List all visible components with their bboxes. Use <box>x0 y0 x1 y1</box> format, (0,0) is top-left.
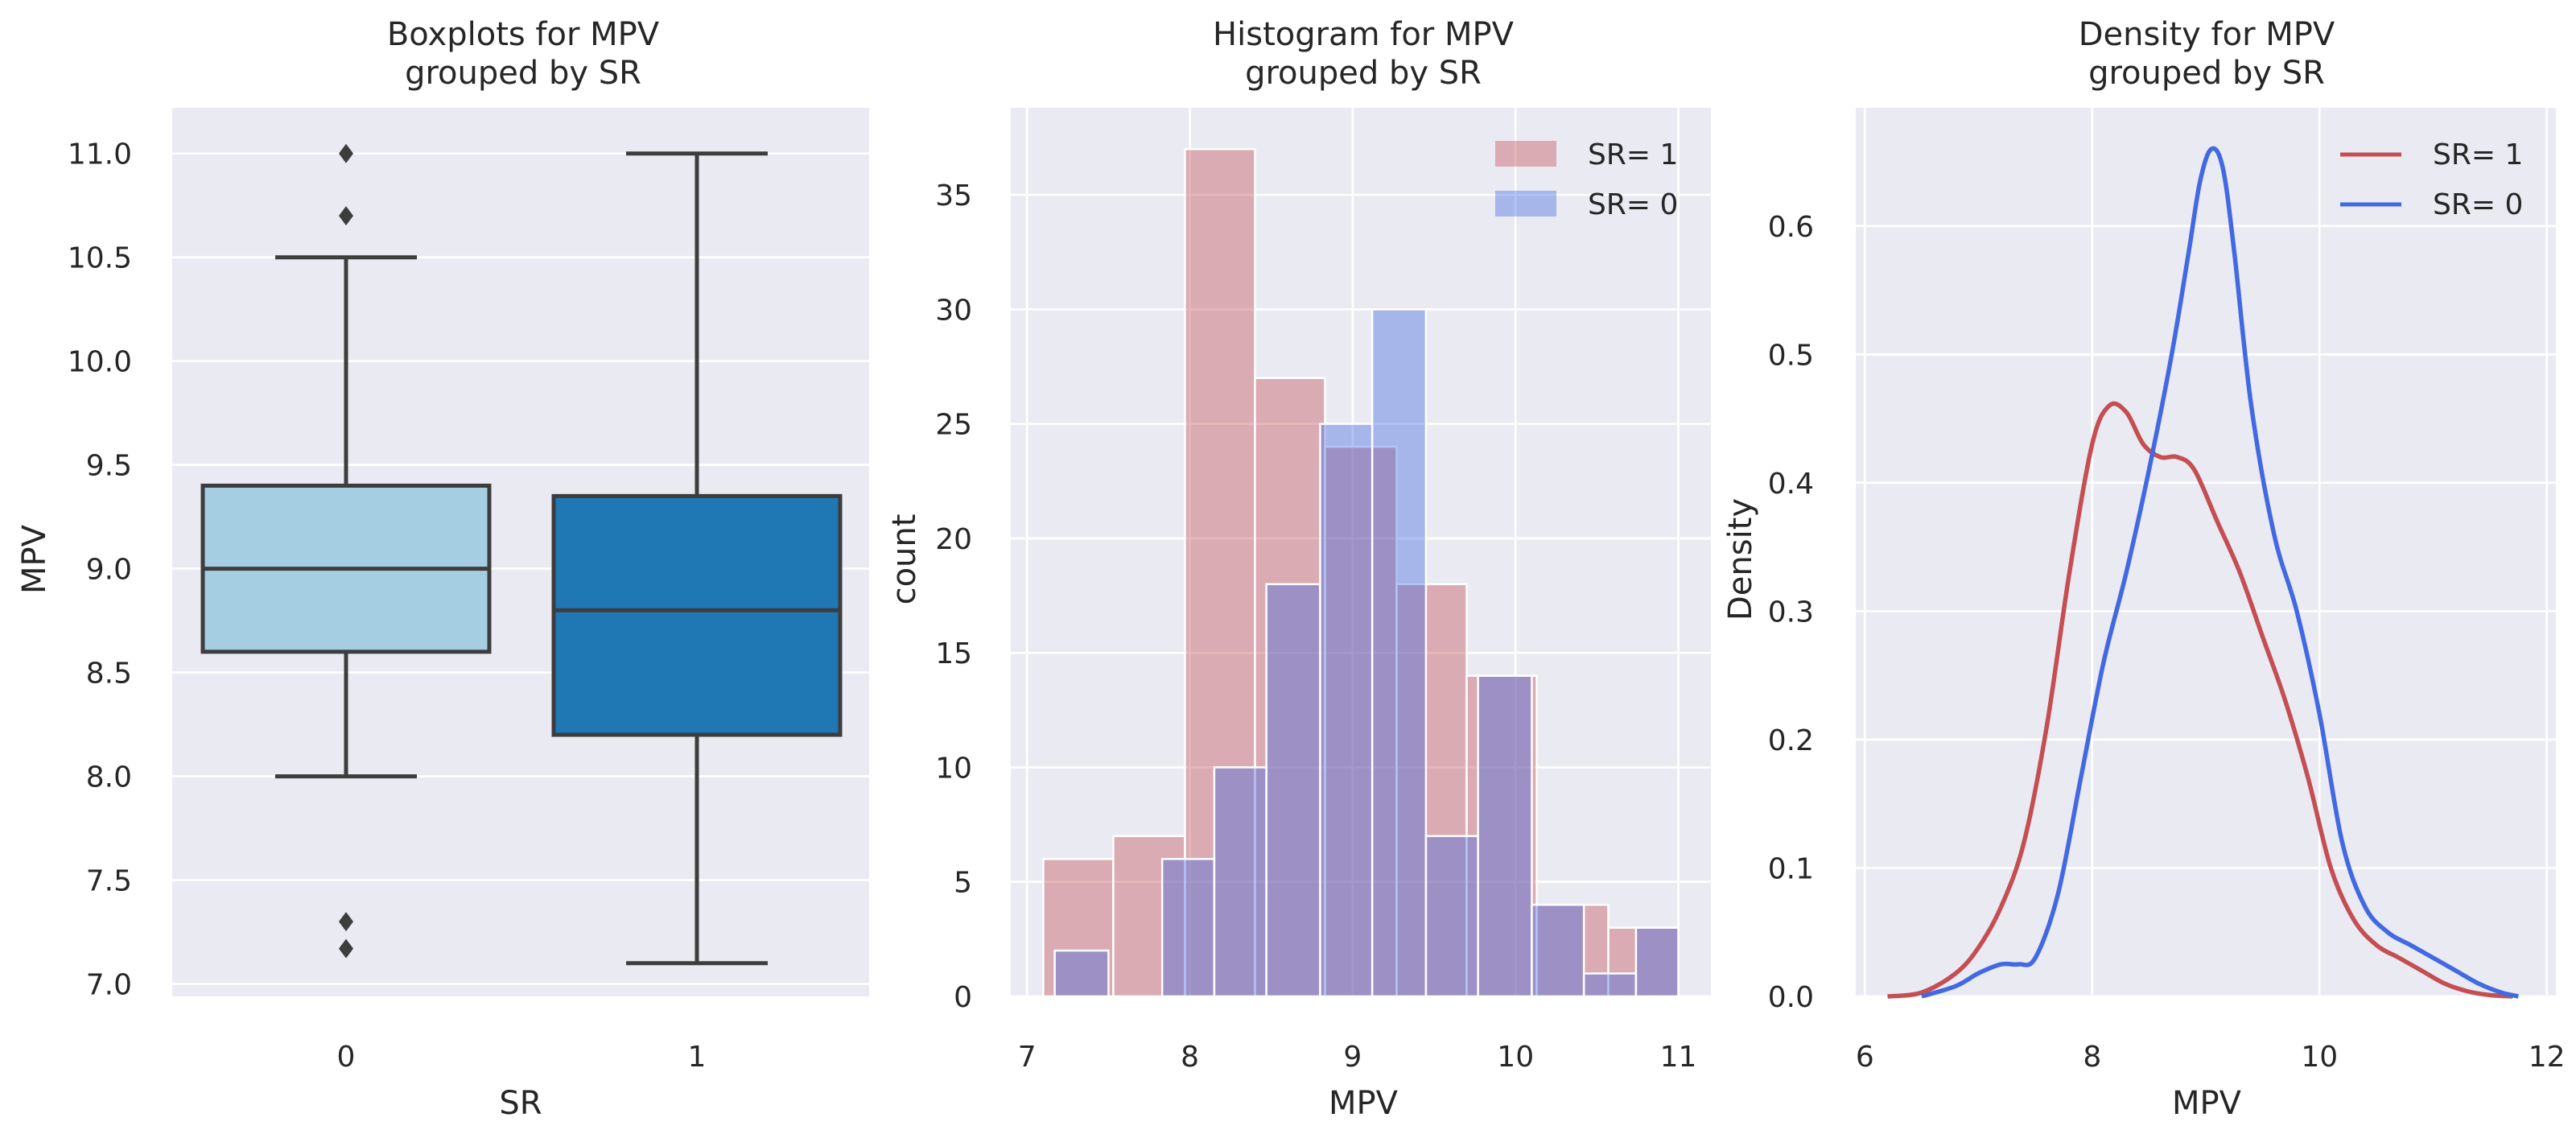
boxplot-panel: Boxplots for MPV grouped by SR 7.0 7.5 8.0… <box>16 16 869 1122</box>
density-y-tick: 0.0 <box>1768 981 1814 1014</box>
density-legend-label-sr1: SR= 1 <box>2433 138 2523 171</box>
histogram-bar-sr0 <box>1265 583 1321 998</box>
histogram-bar-sr0 <box>1319 423 1374 998</box>
density-tick-labels: 0.0 0.1 0.2 0.3 0.4 0.5 0.6 6 8 10 12 <box>1768 211 2566 1074</box>
histogram-tick-labels: 0 5 10 15 20 25 30 35 7 8 9 10 11 <box>935 179 1696 1074</box>
density-y-tick: 0.3 <box>1768 596 1814 629</box>
boxplot-y-tick: 10.5 <box>68 242 132 275</box>
box-iqr-rect <box>551 493 843 737</box>
boxplot-y-tick: 8.0 <box>86 761 132 794</box>
histogram-bar-sr1 <box>1184 147 1256 998</box>
histogram-y-tick: 15 <box>935 637 972 670</box>
histogram-title-line2: grouped by SR <box>1245 55 1482 92</box>
boxplot-y-tick-labels: 7.0 7.5 8.0 8.5 9.0 9.5 10.0 10.5 11.0 <box>68 138 132 1002</box>
boxplot-boxes <box>200 143 843 966</box>
density-line-sr0 <box>1921 146 2519 999</box>
histogram-plot-area <box>1011 108 1711 996</box>
histogram-x-tick: 11 <box>1660 1041 1697 1074</box>
density-title-line1: Density for MPV <box>2079 16 2335 53</box>
density-title-line2: grouped by SR <box>2088 55 2325 92</box>
legend-label-sr0: SR= 0 <box>1588 188 1678 221</box>
histogram-y-tick: 30 <box>935 294 972 327</box>
histogram-bars <box>1042 147 1680 998</box>
boxplot-x-tick-0: 0 <box>337 1041 356 1074</box>
boxplot-x-tick-1: 1 <box>688 1041 707 1074</box>
boxplot-y-tick: 10.0 <box>68 346 132 379</box>
density-legend-label-sr0: SR= 0 <box>2433 188 2523 221</box>
histogram-y-tick: 10 <box>935 752 972 785</box>
boxplot-y-tick: 7.0 <box>86 969 132 1002</box>
histogram-title-line1: Histogram for MPV <box>1213 16 1515 53</box>
box-outlier-point <box>339 938 353 959</box>
histogram-y-axis-label: count <box>886 514 923 605</box>
boxplot-y-tick: 8.5 <box>86 658 132 691</box>
density-legend: SR= 1 SR= 0 <box>2340 138 2523 221</box>
boxplot-title-line1: Boxplots for MPV <box>387 16 660 53</box>
histogram-bar-sr0 <box>1160 858 1216 998</box>
density-x-tick: 6 <box>1856 1041 1874 1074</box>
histogram-x-tick: 7 <box>1018 1041 1037 1074</box>
density-y-tick: 0.2 <box>1768 724 1814 757</box>
density-x-tick: 8 <box>2083 1041 2101 1074</box>
histogram-legend: SR= 1 SR= 0 <box>1495 138 1678 221</box>
density-gridlines <box>1856 108 2556 998</box>
boxplot-x-axis-label: SR <box>499 1085 542 1122</box>
histogram-bar-sr0 <box>1582 972 1638 998</box>
density-y-axis-label: Density <box>1722 498 1759 621</box>
histogram-bar-sr1 <box>1607 926 1680 998</box>
histogram-y-tick: 0 <box>954 981 972 1014</box>
boxplot-y-tick: 7.5 <box>86 865 132 898</box>
histogram-x-tick: 8 <box>1181 1041 1199 1074</box>
histogram-x-tick: 9 <box>1343 1041 1362 1074</box>
density-plot-area <box>1856 108 2556 996</box>
density-y-tick: 0.5 <box>1768 339 1814 372</box>
boxplot-y-tick: 9.5 <box>86 450 132 483</box>
histogram-bar-sr1 <box>1324 445 1398 998</box>
histogram-bar-sr0 <box>1634 926 1680 998</box>
histogram-bar-sr0 <box>1424 835 1479 998</box>
histogram-x-axis-label: MPV <box>1329 1085 1399 1122</box>
histogram-bar-sr0 <box>1531 903 1585 998</box>
boxplot-y-tick: 9.0 <box>86 554 132 587</box>
histogram-x-tick: 10 <box>1497 1041 1534 1074</box>
histogram-y-tick: 25 <box>935 409 972 442</box>
box-outlier-point <box>339 143 353 163</box>
histogram-panel: Histogram for MPV grouped by SR 0 5 10 15 20… <box>886 16 1711 1122</box>
density-y-tick: 0.1 <box>1768 852 1814 885</box>
legend-label-sr1: SR= 1 <box>1588 138 1678 171</box>
histogram-bar-sr0 <box>1477 674 1533 998</box>
density-line-sr1 <box>1887 401 2513 999</box>
legend-swatch-sr1 <box>1495 141 1556 167</box>
density-lines <box>1887 146 2519 999</box>
boxplot-title-line2: grouped by SR <box>405 55 641 92</box>
density-x-tick: 12 <box>2529 1041 2566 1074</box>
histogram-y-tick: 35 <box>935 179 972 212</box>
histogram-bar-sr0 <box>1053 949 1110 998</box>
box-outlier-point <box>339 206 353 226</box>
histogram-bar-sr0 <box>1370 308 1428 998</box>
histogram-y-tick: 20 <box>935 523 972 556</box>
density-y-tick: 0.4 <box>1768 468 1814 501</box>
boxplot-y-tick: 11.0 <box>68 138 132 171</box>
legend-swatch-sr0 <box>1495 191 1556 216</box>
density-panel: Density for MPV grouped by SR 0.00.10.20… <box>1722 16 2566 1122</box>
boxplot-y-axis-label: MPV <box>16 524 53 594</box>
density-y-tick: 0.6 <box>1768 211 1814 244</box>
histogram-y-tick: 5 <box>954 867 972 900</box>
density-x-tick: 10 <box>2301 1041 2338 1074</box>
box-outlier-point <box>339 912 353 932</box>
density-x-axis-label: MPV <box>2172 1085 2242 1122</box>
histogram-bar-sr0 <box>1213 766 1267 998</box>
